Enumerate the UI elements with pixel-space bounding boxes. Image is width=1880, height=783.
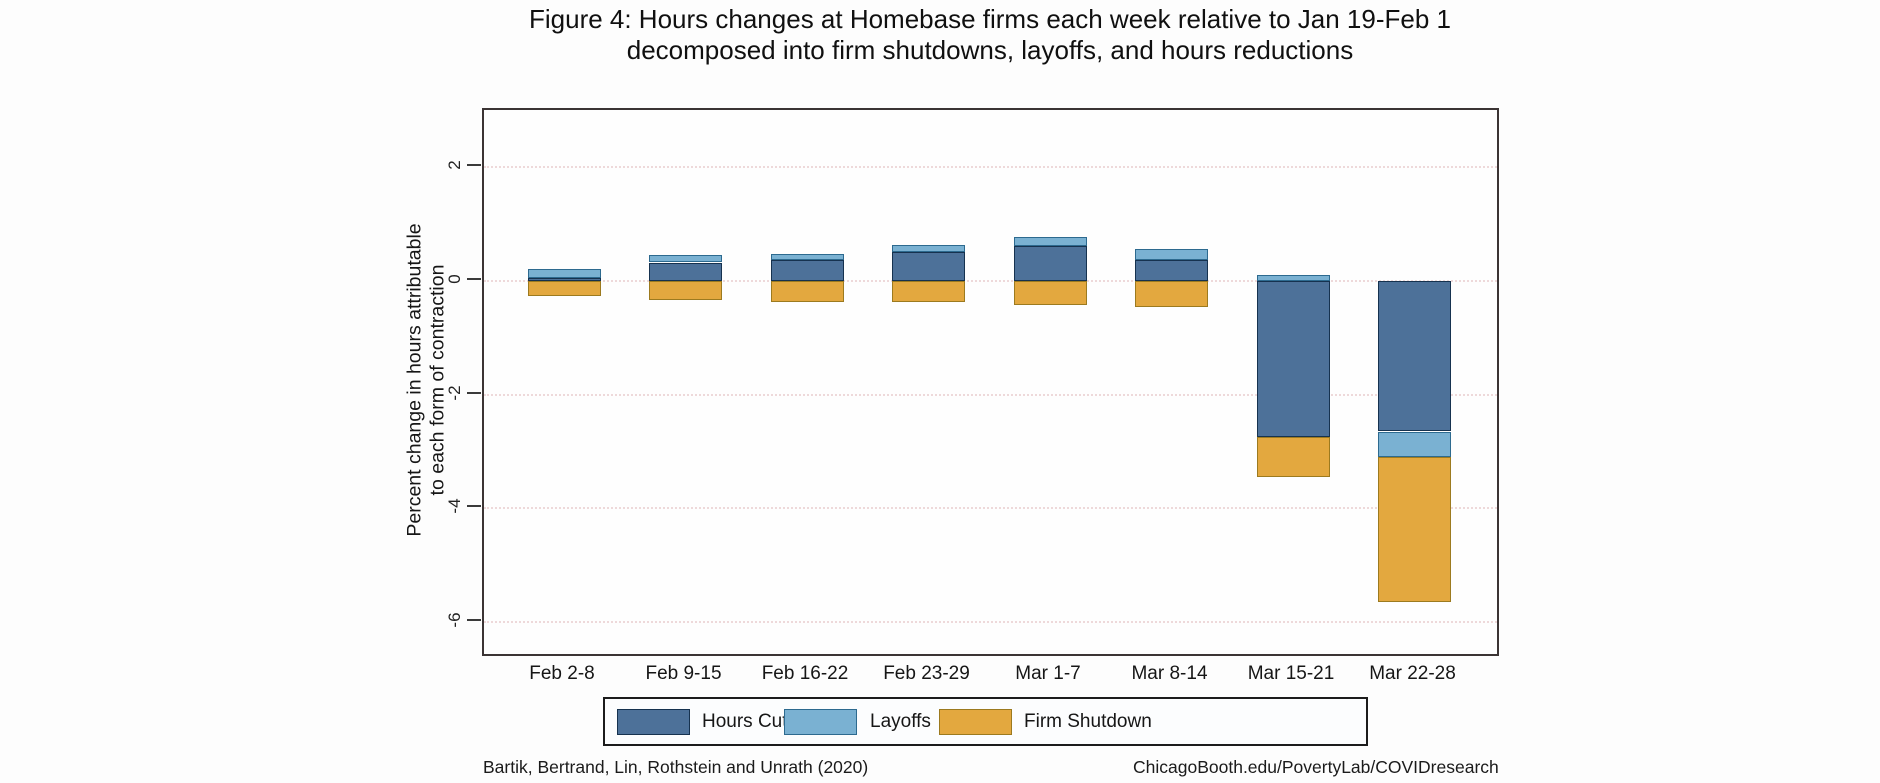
figure-title: Figure 4: Hours changes at Homebase firm… (420, 4, 1560, 65)
x-tick-label-mar-15-21: Mar 15-21 (1247, 663, 1335, 684)
bar-segment-mar-15-21-layoffs (1256, 275, 1330, 281)
x-tick-label-mar-22-28: Mar 22-28 (1369, 663, 1456, 684)
bar-segment-feb-2-8-hours-cut (527, 277, 601, 281)
bar-segment-mar-22-28-firm-shutdown (1378, 457, 1451, 603)
legend: Hours Cut Layoffs Firm Shutdown (603, 697, 1368, 746)
gridline-y--2 (484, 393, 1497, 396)
bar-segment-feb-23-29-layoffs (892, 245, 965, 253)
source-url: ChicagoBooth.edu/PovertyLab/COVIDresearc… (1133, 757, 1499, 777)
y-tick-label--4: -4 (445, 498, 464, 514)
legend-swatch-layoffs (784, 709, 857, 735)
gridline-y--4 (484, 507, 1497, 510)
bar-segment-feb-16-22-layoffs (770, 253, 844, 260)
x-tick-label-mar-8-14: Mar 8-14 (1131, 663, 1208, 684)
gridline-y-0 (484, 279, 1497, 282)
y-tick-mark--6 (467, 619, 481, 622)
plot-area (482, 108, 1499, 656)
y-axis-title: Percent change in hours attributable to … (404, 223, 451, 536)
y-tick-label--2: -2 (445, 384, 464, 401)
y-tick-label--6: -6 (445, 612, 464, 628)
figure-title-line1: Figure 4: Hours changes at Homebase firm… (528, 4, 1451, 34)
legend-swatch-firm-shutdown (939, 709, 1012, 735)
bar-segment-mar-8-14-hours-cut (1135, 259, 1208, 281)
legend-label-firm-shutdown: Firm Shutdown (1024, 711, 1152, 732)
bar-segment-mar-1-7-layoffs (1013, 236, 1087, 246)
legend-label-layoffs: Layoffs (870, 711, 931, 732)
bar-segment-mar-22-28-hours-cut (1378, 280, 1451, 432)
source-citation: Bartik, Bertrand, Lin, Rothstein and Unr… (483, 757, 869, 777)
bar-segment-feb-2-8-layoffs (527, 269, 601, 278)
x-tick-label-feb-23-29: Feb 23-29 (883, 663, 970, 684)
bar-segment-feb-9-15-hours-cut (649, 262, 722, 281)
x-tick-label-mar-1-7: Mar 1-7 (1015, 663, 1081, 684)
bar-segment-mar-15-21-firm-shutdown (1256, 437, 1330, 478)
bar-segment-mar-8-14-firm-shutdown (1135, 280, 1208, 307)
bar-segment-feb-16-22-firm-shutdown (770, 280, 844, 302)
bar-segment-mar-1-7-hours-cut (1013, 246, 1087, 281)
bar-segment-feb-23-29-hours-cut (892, 252, 965, 281)
x-tick-label-feb-2-8: Feb 2-8 (529, 663, 595, 684)
y-tick-mark--4 (467, 505, 481, 508)
gridline-y-2 (484, 165, 1497, 168)
bar-segment-feb-16-22-hours-cut (770, 259, 844, 281)
bar-segment-feb-2-8-firm-shutdown (527, 280, 601, 297)
legend-label-hours-cut: Hours Cut (702, 711, 788, 732)
gridline-y--6 (484, 621, 1497, 624)
y-tick-mark-0 (467, 277, 481, 280)
y-tick-mark-2 (467, 163, 481, 166)
x-tick-label-feb-9-15: Feb 9-15 (645, 663, 722, 684)
y-tick-label-0: 0 (445, 273, 464, 284)
bar-segment-mar-15-21-hours-cut (1256, 280, 1330, 438)
y-tick-label-2: 2 (445, 160, 464, 170)
y-axis-title-line2: to each form of contraction (427, 264, 449, 496)
bar-segment-feb-9-15-firm-shutdown (649, 280, 722, 301)
x-tick-label-feb-16-22: Feb 16-22 (761, 663, 849, 684)
bar-segment-feb-23-29-firm-shutdown (892, 280, 965, 302)
legend-swatch-hours-cut (617, 709, 690, 735)
bar-segment-mar-22-28-layoffs (1378, 431, 1451, 458)
bar-segment-mar-1-7-firm-shutdown (1013, 280, 1087, 306)
bar-segment-mar-8-14-layoffs (1135, 249, 1208, 260)
y-tick-mark--2 (467, 391, 481, 394)
y-axis-title-line1: Percent change in hours attributable (403, 223, 426, 537)
figure-title-line2: decomposed into firm shutdowns, layoffs,… (626, 34, 1354, 65)
bar-segment-feb-9-15-layoffs (649, 254, 722, 263)
